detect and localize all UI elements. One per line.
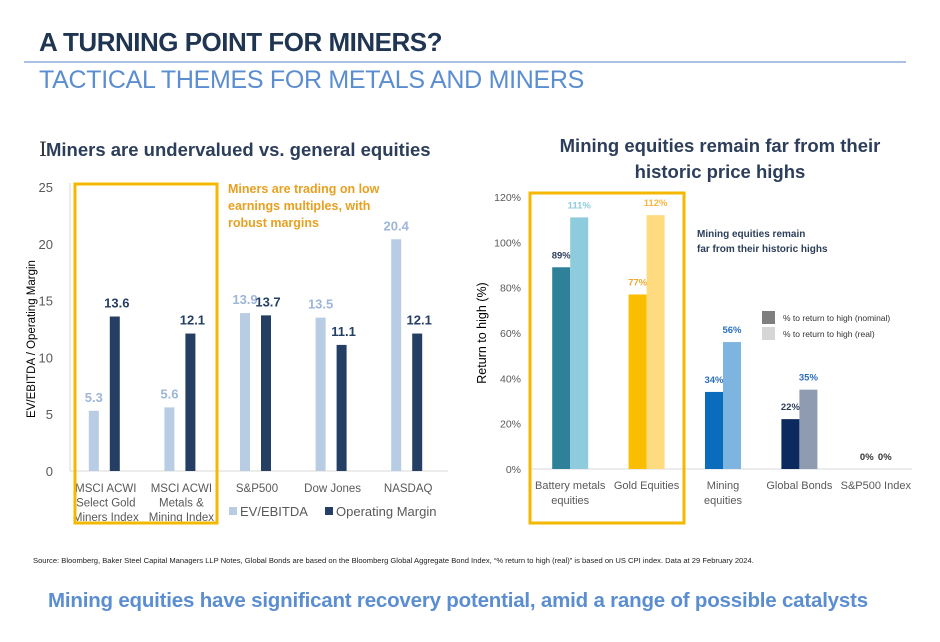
bar-real — [646, 215, 665, 469]
bar-nominal — [628, 294, 647, 469]
bar-operating-margin — [185, 333, 196, 471]
bar-real — [799, 389, 818, 469]
right-chart-title: Mining equities remain far from their hi… — [559, 135, 881, 182]
x-tick-label: Mining Index — [149, 512, 214, 524]
data-label: 13.5 — [308, 297, 333, 312]
y-tick-label: 20% — [500, 419, 521, 431]
legend-swatch — [325, 507, 333, 515]
annotation-text: far from their historic highs — [697, 244, 828, 255]
left-chart-title: Miners are undervalued vs. general equit… — [46, 139, 431, 160]
annotation-text: Mining equities remain — [697, 229, 805, 240]
y-tick-label: 80% — [500, 283, 521, 295]
x-tick-label: Miners Index — [73, 512, 139, 524]
legend-swatch — [229, 507, 237, 515]
data-label: 89% — [552, 250, 572, 261]
bar-real — [570, 217, 589, 469]
data-label: 12.1 — [180, 313, 205, 328]
data-label: 35% — [799, 373, 819, 384]
bar-real — [723, 342, 741, 469]
x-tick-label: Metals & — [159, 498, 204, 510]
annotation-text: robust margins — [228, 216, 319, 230]
bar-operating-margin — [412, 333, 423, 471]
data-label: 77% — [628, 277, 648, 288]
legend-label: Operating Margin — [336, 504, 436, 519]
x-tick-label: Gold Equities — [614, 480, 680, 492]
x-tick-label: equities — [551, 495, 589, 507]
bar-ev-ebitda — [315, 317, 326, 471]
data-label: 22% — [781, 402, 801, 413]
x-tick-label: Mining — [707, 480, 739, 492]
data-label: 56% — [722, 325, 742, 336]
x-tick-label: NASDAQ — [384, 483, 433, 495]
data-label: 5.3 — [85, 390, 103, 405]
x-tick-label: S&P500 — [236, 483, 278, 495]
y-tick-label: 25 — [39, 180, 53, 195]
annotation-text: earnings multiples, with — [228, 199, 370, 213]
bar-ev-ebitda — [164, 407, 175, 471]
y-axis-label: EV/EBITDA / Operating Margin — [26, 260, 38, 418]
legend-label: % to return to high (nominal) — [783, 313, 890, 323]
bar-ev-ebitda — [240, 313, 250, 471]
data-label: 5.6 — [160, 386, 178, 401]
data-label: 13.6 — [104, 296, 129, 311]
y-tick-label: 0 — [46, 464, 53, 479]
y-tick-label: 0% — [506, 464, 521, 476]
annotation-text: Miners are trading on low — [228, 182, 380, 196]
page-subtitle: TACTICAL THEMES FOR METALS AND MINERS — [39, 66, 584, 94]
bar-ev-ebitda — [391, 239, 402, 471]
y-tick-label: 5 — [46, 407, 53, 422]
x-tick-label: Select Gold — [76, 498, 135, 510]
highlight-box — [73, 182, 219, 525]
legend-label: % to return to high (real) — [783, 329, 875, 339]
highlight-box — [528, 191, 686, 525]
page-title: A TURNING POINT FOR MINERS? — [39, 27, 442, 57]
data-label: 111% — [568, 200, 592, 211]
x-tick-label: MSCI ACWI — [75, 483, 136, 495]
y-tick-label: 20 — [39, 237, 53, 252]
bar-operating-margin — [109, 316, 120, 471]
y-tick-label: 15 — [39, 294, 53, 309]
title-divider — [24, 61, 906, 63]
data-label: 34% — [704, 375, 724, 386]
bar-nominal — [552, 267, 571, 469]
x-tick-label: Dow Jones — [304, 483, 361, 495]
y-axis-label: Return to high (%) — [475, 282, 489, 383]
bar-ev-ebitda — [88, 410, 99, 471]
data-label: 0% — [860, 452, 874, 463]
data-label: 112% — [644, 198, 668, 209]
x-tick-label: equities — [704, 495, 742, 507]
x-tick-label: MSCI ACWI — [151, 483, 212, 495]
y-tick-label: 120% — [494, 192, 521, 204]
left-chart: 0 5 10 15 20 25 EV/EBITDA / Operating Margin 5.… — [26, 180, 448, 525]
bottom-tagline: Mining equities have significant recover… — [48, 589, 868, 612]
text-cursor-icon: I — [39, 137, 47, 161]
data-label: 13.7 — [255, 294, 280, 309]
data-label: 20.4 — [384, 218, 410, 233]
bar-operating-margin — [336, 344, 347, 471]
bar-operating-margin — [261, 315, 271, 471]
legend-swatch — [762, 311, 775, 324]
data-label: 11.1 — [331, 324, 356, 339]
x-tick-label: Global Bonds — [766, 480, 833, 492]
legend-label: EV/EBITDA — [240, 504, 308, 519]
legend-swatch — [762, 327, 775, 340]
source-footnote: Source: Bloomberg, Baker Steel Capital M… — [33, 556, 754, 565]
bar-nominal — [781, 419, 800, 469]
bar-nominal — [705, 391, 723, 469]
y-tick-label: 10 — [39, 350, 53, 365]
data-label: 13.9 — [232, 292, 257, 307]
y-tick-label: 40% — [500, 373, 521, 385]
x-tick-label: S&P500 Index — [841, 480, 912, 492]
y-tick-label: 100% — [494, 237, 521, 249]
y-tick-label: 60% — [500, 328, 521, 340]
data-label: 0% — [878, 452, 892, 463]
right-chart: 0% 20% 40% 60% 80% 100% 120% Return to high (%)… — [475, 191, 912, 525]
data-label: 12.1 — [407, 313, 432, 328]
x-tick-label: Battery metals — [535, 480, 606, 492]
